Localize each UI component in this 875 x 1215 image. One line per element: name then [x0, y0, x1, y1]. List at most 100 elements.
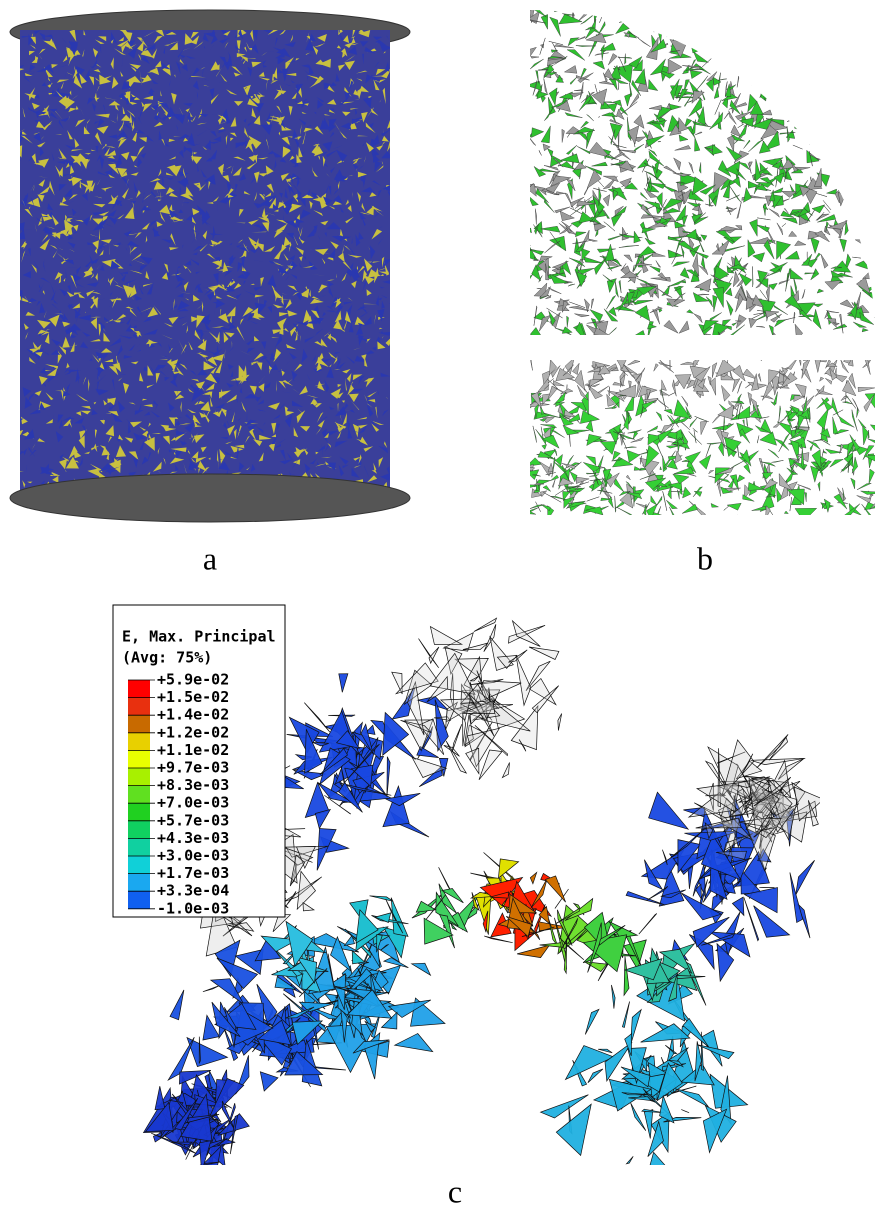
legend-label: +1.5e-02: [157, 688, 229, 706]
mesh-cell: [713, 144, 723, 154]
mesh-cell: [526, 228, 532, 233]
mesh-cell: [587, 497, 600, 501]
mesh-cell: [744, 140, 751, 149]
mesh-cell: [634, 467, 641, 471]
mesh-cell: [725, 51, 730, 63]
mesh-cell: [392, 175, 395, 180]
mesh-cell: [796, 56, 805, 72]
mesh-cell: [677, 13, 685, 30]
mesh-cell: [568, 284, 575, 286]
mesh-cell: [852, 257, 861, 258]
mesh-cell: [674, 400, 691, 419]
mesh-cell: [862, 206, 866, 207]
mesh-cell: [683, 487, 691, 498]
mesh-cell: [861, 179, 875, 180]
mesh-cell: [638, 38, 650, 47]
mesh-cell: [750, 219, 758, 236]
mesh-cell: [589, 142, 610, 157]
mesh-cell: [821, 254, 828, 268]
mesh-cell: [650, 266, 661, 273]
mesh-cell: [523, 184, 537, 196]
mesh-cell: [199, 1037, 200, 1064]
mesh-cell: [743, 188, 751, 203]
mesh-cell: [648, 80, 657, 91]
mesh-cell: [732, 323, 737, 326]
mesh-cell: [787, 357, 798, 369]
mesh-cell: [711, 503, 719, 507]
legend-swatch: [128, 786, 150, 804]
mesh-cell: [856, 109, 861, 119]
legend-label: +8.3e-03: [157, 776, 229, 794]
mesh-cell: [757, 218, 770, 220]
mesh-cell: [759, 49, 774, 63]
mesh-cell: [712, 323, 729, 340]
mesh-cell: [631, 1010, 642, 1045]
mesh-cell: [666, 445, 682, 448]
mesh-cell: [649, 792, 689, 829]
legend-swatch: [128, 680, 150, 698]
mesh-cell: [706, 297, 713, 307]
mesh-cell: [776, 10, 784, 25]
mesh-cell: [632, 374, 642, 386]
mesh-cell: [817, 408, 829, 429]
mesh-cell: [821, 68, 830, 81]
mesh-cell: [594, 5, 601, 22]
mesh-cell: [869, 104, 875, 116]
mesh-cell: [798, 354, 801, 365]
mesh-cell: [824, 451, 827, 453]
mesh-cell: [552, 70, 563, 80]
mesh-cell: [681, 1110, 689, 1113]
mesh-cell: [769, 737, 788, 760]
mesh-cell: [738, 381, 743, 393]
mesh-cell: [748, 392, 752, 405]
mesh-cell: [516, 655, 531, 705]
mesh-cell: [598, 116, 599, 117]
mesh-cell: [695, 416, 709, 422]
mesh-cell: [799, 18, 814, 20]
mesh-cell: [869, 130, 875, 135]
mesh-cell: [657, 399, 669, 409]
mesh-cell: [866, 121, 875, 123]
mesh-cell: [815, 356, 822, 373]
mesh-cell: [648, 21, 654, 25]
mesh-cell: [825, 449, 841, 454]
mesh-cell: [736, 315, 746, 329]
mesh-cell: [857, 217, 874, 228]
mesh-cell: [545, 876, 565, 902]
mesh-cell: [592, 162, 608, 166]
mesh-cell: [802, 289, 805, 298]
mesh-cell: [845, 95, 850, 105]
mesh-cell: [831, 100, 844, 110]
mesh-cell: [849, 92, 860, 105]
mesh-cell: [857, 496, 871, 503]
mesh-cell: [446, 741, 466, 773]
mesh-cell: [574, 163, 586, 171]
mesh-cell: [528, 196, 538, 206]
mesh-cell: [522, 257, 528, 268]
mesh-cell: [762, 33, 772, 43]
mesh-cell: [539, 150, 542, 155]
panel-a: [10, 10, 410, 522]
mesh-cell: [560, 211, 574, 221]
mesh-cell: [635, 300, 653, 305]
mesh-cell: [812, 57, 823, 66]
mesh-cell: [577, 146, 590, 154]
mesh-cell: [682, 396, 688, 406]
legend-swatch: [128, 891, 150, 909]
mesh-cell: [303, 903, 314, 911]
mesh-cell: [387, 757, 390, 797]
mesh-cell: [541, 504, 551, 510]
mesh-cell: [712, 363, 717, 378]
mesh-cell: [686, 69, 703, 71]
mesh-cell: [756, 9, 770, 15]
mesh-cell: [642, 228, 656, 233]
mesh-cell: [658, 141, 661, 142]
legend-swatch: [128, 733, 150, 751]
mesh-cell: [831, 45, 843, 47]
mesh-cell: [854, 41, 862, 54]
mesh-cell: [861, 135, 869, 147]
mesh-cell: [842, 90, 850, 107]
mesh-cell: [851, 478, 855, 489]
mesh-cell: [739, 39, 748, 52]
mesh-cell: [846, 35, 849, 40]
